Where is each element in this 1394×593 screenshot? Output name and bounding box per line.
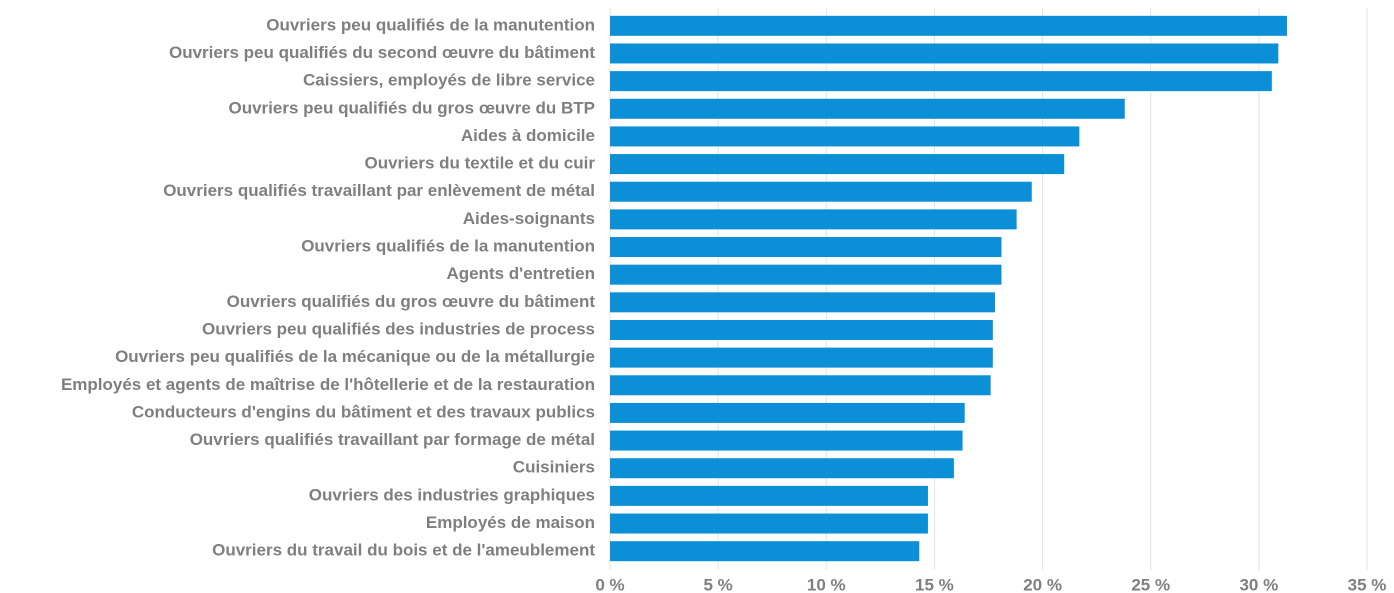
y-tick-label: Ouvriers peu qualifiés de la mécanique o…	[115, 347, 595, 366]
x-tick-label: 35 %	[1348, 575, 1387, 593]
bar	[610, 126, 1080, 147]
y-tick-label: Conducteurs d'engins du bâtiment et des …	[132, 402, 595, 421]
y-tick-label: Cuisiniers	[513, 458, 595, 477]
bar	[610, 181, 1032, 202]
y-tick-label: Ouvriers peu qualifiés des industries de…	[202, 319, 595, 338]
y-tick-label: Ouvriers qualifiés travaillant par forma…	[190, 430, 595, 449]
y-tick-label: Ouvriers qualifiés travaillant par enlèv…	[163, 181, 595, 200]
y-tick-label: Ouvriers du textile et du cuir	[364, 154, 595, 173]
bar	[610, 15, 1287, 36]
bar	[610, 43, 1279, 64]
bar	[610, 264, 1002, 285]
x-tick-label: 30 %	[1239, 575, 1278, 593]
bar	[610, 430, 963, 451]
y-tick-label: Employés de maison	[426, 513, 595, 532]
bar	[610, 154, 1065, 175]
bar	[610, 541, 920, 562]
bar	[610, 402, 965, 423]
x-tick-label: 10 %	[807, 575, 846, 593]
bar	[610, 513, 928, 534]
bar	[610, 209, 1017, 230]
y-tick-label: Ouvriers qualifiés de la manutention	[301, 237, 595, 256]
x-tick-label: 15 %	[915, 575, 954, 593]
bar	[610, 485, 928, 506]
bar	[610, 292, 995, 313]
x-tick-label: 25 %	[1131, 575, 1170, 593]
x-tick-label: 5 %	[703, 575, 732, 593]
y-tick-label: Caissiers, employés de libre service	[303, 71, 595, 90]
bar	[610, 319, 993, 340]
y-tick-label: Aides à domicile	[461, 126, 595, 145]
x-tick-label: 20 %	[1023, 575, 1062, 593]
y-tick-label: Ouvriers peu qualifiés du second œuvre d…	[169, 43, 595, 62]
y-tick-label: Employés et agents de maîtrise de l'hôte…	[61, 375, 595, 394]
y-tick-label: Ouvriers qualifiés du gros œuvre du bâti…	[227, 292, 596, 311]
y-tick-label: Ouvriers peu qualifiés du gros œuvre du …	[228, 98, 595, 117]
bar	[610, 347, 993, 368]
y-tick-label: Ouvriers des industries graphiques	[309, 485, 595, 504]
bar	[610, 375, 991, 396]
y-tick-label: Aides-soignants	[463, 209, 595, 228]
bar	[610, 71, 1272, 92]
bar	[610, 237, 1002, 258]
y-tick-label: Ouvriers peu qualifiés de la manutention	[266, 15, 595, 34]
y-tick-label: Ouvriers du travail du bois et de l'ameu…	[212, 541, 595, 560]
x-tick-label: 0 %	[595, 575, 624, 593]
bar	[610, 98, 1125, 119]
y-tick-label: Agents d'entretien	[446, 264, 595, 283]
bar	[610, 458, 954, 479]
